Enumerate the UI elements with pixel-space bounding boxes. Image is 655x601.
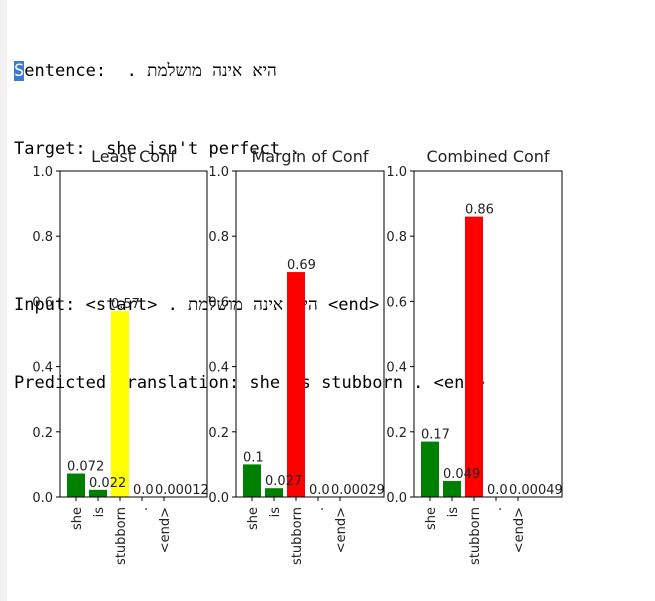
chart-3-bar-is	[443, 481, 461, 497]
chart-1-ytick-label: 0.6	[32, 295, 53, 310]
chart-3-ytick-label: 0.8	[386, 230, 407, 245]
target-label: Target:	[14, 139, 86, 159]
chart-2-bar-she	[243, 464, 261, 497]
cell-gutter	[0, 0, 7, 601]
chart-1-xtick-label: stubborn	[114, 507, 129, 565]
chart-3-ytick-label: 0.2	[386, 426, 407, 441]
chart-1-data-label: 0.022	[89, 476, 126, 491]
chart-3-xtick-label: <end>	[512, 507, 527, 553]
cell-output-text: Sentence: היא אינה מושלמת . Target: she …	[14, 6, 485, 422]
chart-3-ytick-label: 0.0	[386, 491, 407, 506]
chart-2-xtick-label: is	[268, 507, 283, 518]
chart-2-data-label: 0.69	[287, 258, 316, 273]
chart-3-data-label: 0.17	[421, 428, 450, 443]
chart-1-ytick-label: 0.8	[32, 230, 53, 245]
chart-1-axes-frame	[59, 170, 208, 498]
chart-3-xtick-label: she	[424, 507, 439, 530]
chart-3-xtick-label: .	[490, 507, 505, 511]
chart-1-xtick-label: <end>	[158, 507, 173, 553]
chart-1-ytick-label: 1.0	[32, 165, 53, 180]
target-text: she isn't perfect .	[106, 139, 301, 159]
chart-1-data-label: 0.072	[67, 460, 104, 475]
input-end-token: <end>	[328, 295, 380, 315]
chart-3-data-label: 0.00049	[509, 483, 563, 498]
chart-2-ytick-label: 1.0	[208, 165, 229, 180]
chart-1-title: Least Conf	[91, 147, 176, 166]
chart-1-ytick-label: 0.2	[32, 426, 53, 441]
chart-2-title: Margin of Conf	[252, 147, 369, 166]
text-cursor-selection: S	[14, 61, 25, 81]
chart-2-ytick-label: 0.6	[208, 295, 229, 310]
chart-3-xtick-label: stubborn	[468, 507, 483, 565]
chart-2-data-label: 0.0	[309, 483, 330, 498]
sentence-line: Sentence: היא אינה מושלמת .	[14, 58, 485, 84]
chart-1-bar-stubborn	[111, 311, 129, 497]
chart-1-data-label: 0.00012	[155, 483, 209, 498]
chart-2-data-label: 0.00029	[331, 483, 385, 498]
chart-1-xtick-label: she	[70, 507, 85, 530]
chart-2-xtick-label: she	[246, 507, 261, 530]
chart-2-bar-stubborn	[287, 272, 305, 497]
chart-2-ytick-label: 0.8	[208, 230, 229, 245]
chart-1-ytick-label: 0.4	[32, 361, 53, 376]
chart-2-ytick-label: 0.4	[208, 361, 229, 376]
chart-3-data-label: 0.049	[443, 467, 480, 482]
chart-3-bar-stubborn	[465, 216, 483, 497]
chart-1-bar-she	[67, 473, 85, 497]
chart-2-data-label: 0.1	[243, 450, 264, 465]
chart-2-xtick-label: .	[312, 507, 327, 511]
chart-2-ytick-label: 0.2	[208, 426, 229, 441]
chart-3-ytick-label: 0.6	[386, 295, 407, 310]
chart-3-data-label: 0.0	[487, 483, 508, 498]
chart-1-ytick-label: 0.0	[32, 491, 53, 506]
chart-3-data-label: 0.86	[465, 203, 494, 218]
chart-3-title: Combined Conf	[426, 147, 549, 166]
chart-1-xtick-label: is	[92, 507, 107, 518]
chart-2-xtick-label: <end>	[334, 507, 349, 553]
input-start-token: <start>	[85, 295, 158, 315]
chart-2-axes-frame	[235, 170, 385, 498]
chart-3-axes-frame	[413, 170, 563, 498]
chart-3-bar-she	[421, 441, 439, 497]
chart-2-data-label: 0.027	[265, 474, 302, 489]
sentence-text: היא אינה מושלמת .	[126, 61, 277, 81]
chart-2-bar-is	[265, 488, 283, 497]
chart-2-xtick-label: stubborn	[290, 507, 305, 565]
chart-1-bar-is	[89, 489, 107, 497]
sentence-label: entence:	[24, 61, 107, 81]
chart-3-ytick-label: 0.4	[386, 361, 407, 376]
chart-3-xtick-label: is	[446, 507, 461, 518]
chart-3-ytick-label: 1.0	[386, 165, 407, 180]
target-line: Target: she isn't perfect .	[14, 136, 485, 162]
chart-2-ytick-label: 0.0	[208, 491, 229, 506]
chart-1-data-label: 0.0	[133, 483, 154, 498]
chart-1-data-label: 0.57	[111, 297, 140, 312]
chart-1-xtick-label: .	[136, 507, 151, 511]
